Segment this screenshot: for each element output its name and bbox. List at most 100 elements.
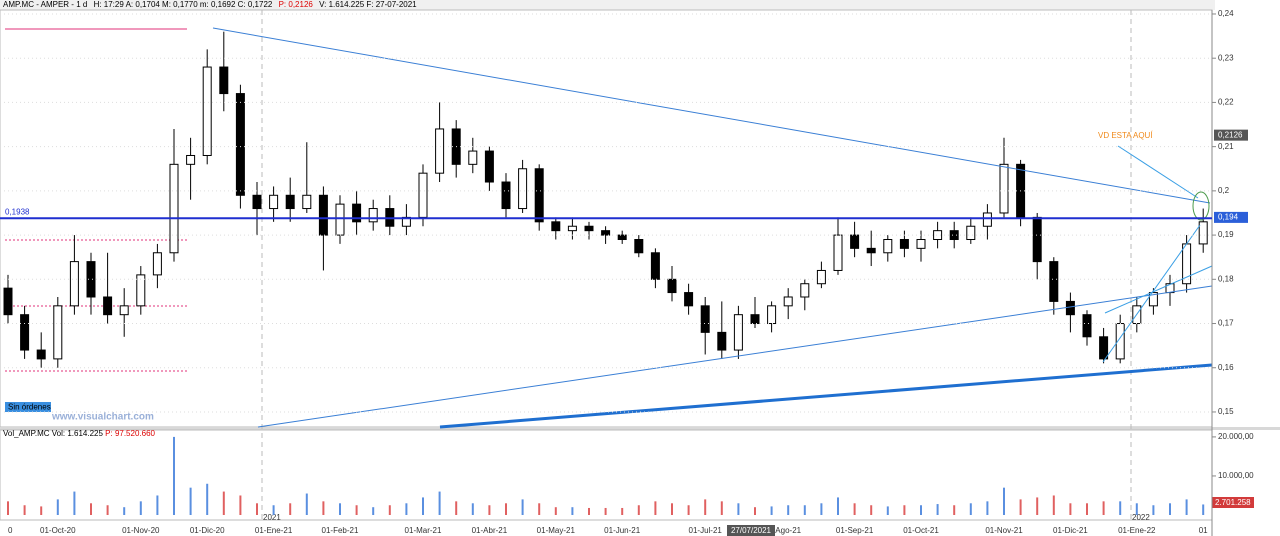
candle-body [933,230,943,241]
volume-bar [538,503,541,515]
volume-bar [1086,503,1088,515]
candle-body [717,331,727,351]
y-tick-label: 0,18 [1218,274,1234,283]
volume-title: Vol_AMP.MC Vol: 1.614.225 [3,429,103,438]
candle-body [750,314,760,325]
volume-bar [355,505,358,515]
volume-bar [339,503,341,515]
x-tick-label: 01-Jun-21 [604,526,641,535]
volume-bar [953,505,956,515]
candle-body [816,269,826,285]
candle-body [468,150,478,165]
candle-body [302,194,312,210]
header-bar: AMP.MC - AMPER - 1 d H: 17:29 A: 0,1704 … [0,0,1215,10]
candle-body [86,261,96,298]
volume-bar [1202,504,1205,515]
candle-body [1198,221,1208,245]
volume-bar [455,501,458,515]
x-tick-label: 01-Abr-21 [472,526,508,535]
volume-bar [1019,499,1022,515]
volume-bar [671,503,673,515]
y-tick-label: 0,23 [1218,53,1234,62]
candle-body [269,194,279,210]
volume-bar [73,491,76,515]
volume-bar [322,501,325,515]
volume-bar [704,499,707,515]
volume-bar [106,505,109,515]
y-tick-label: 0,22 [1218,98,1234,107]
volume-bar [1152,505,1155,515]
candle-body [484,150,494,183]
candle-body [850,234,860,249]
y-tick-label: 0,16 [1218,363,1234,372]
volume-total: P: 97.520.660 [105,429,155,438]
candle-body [186,154,196,165]
volume-bar [1003,487,1005,515]
volume-bar [554,507,557,515]
candle-body [285,194,295,210]
volume-bar [239,495,242,515]
volume-bar [222,491,225,515]
candle-body [1082,314,1092,338]
candle-body [219,66,229,95]
volume-bar [272,505,275,515]
volume-bar [471,503,474,515]
annotation-pointer [1117,145,1199,199]
x-tick-label: Ago-21 [775,526,801,535]
candle-body [733,314,743,351]
x-tick-label: 01-Dic-20 [190,526,225,535]
volume-bar [969,503,972,515]
candle-body [534,168,544,223]
volume-bar [405,503,408,515]
year-label: 2021 [263,513,281,522]
y-tick-label: 0,19 [1218,230,1234,239]
candle-body [684,292,694,307]
candle-body [601,230,611,236]
candle-body [551,221,561,232]
candle-body [800,283,810,298]
candle-body [202,66,212,156]
level-label: 0,1938 [5,207,30,216]
trendline [257,285,1213,428]
x-tick-label: 01-May-21 [537,526,576,535]
x-tick-label: 01-Oct-20 [40,526,76,535]
y-tick-label: 0,2 [1218,186,1230,195]
volume-bar [305,493,308,515]
volume-bar [1135,503,1138,515]
highlight-ellipse [1192,191,1210,221]
candle-body [1049,261,1059,302]
candle-body [1165,283,1175,294]
y-tick-label: 10.000,00 [1218,471,1254,480]
y-tick-label: 20.000,00 [1218,432,1254,441]
pane-divider [0,427,1280,430]
price-marker-label: 0,2126 [1218,130,1243,139]
candle-body [783,296,793,307]
candle-body [435,128,445,174]
quote: H: 17:29 A: 0,1704 M: 0,1770 m: 0,1692 C… [93,0,273,9]
trendline [439,363,1213,429]
y-tick-label: 0,21 [1218,142,1234,151]
volume-bar [1102,501,1105,515]
candle-body [767,305,777,325]
volume-bar [820,503,823,515]
y-tick-label: 0,17 [1218,319,1234,328]
y-tick-label: 0,15 [1218,407,1234,416]
candle-body [53,305,63,360]
volume-pane [0,429,1213,521]
candle-body [1099,336,1109,360]
price-marker [1214,211,1248,223]
candle-body [119,305,129,316]
candle-body [567,225,577,232]
volume-bar [770,506,773,515]
volume-bar [521,499,524,515]
watermark: www.visualchart.com [51,412,154,423]
volume-bar [571,507,574,515]
volume-bar [754,507,756,515]
candle-body [1032,216,1042,263]
volume-bar [621,507,624,515]
y-tick-label: 0,24 [1218,9,1234,18]
volume-current: 2.701.258 [1215,498,1251,507]
volume-bar [1052,495,1055,515]
symbol: AMP.MC - AMPER - 1 d [3,0,88,9]
candle-body [916,239,926,249]
